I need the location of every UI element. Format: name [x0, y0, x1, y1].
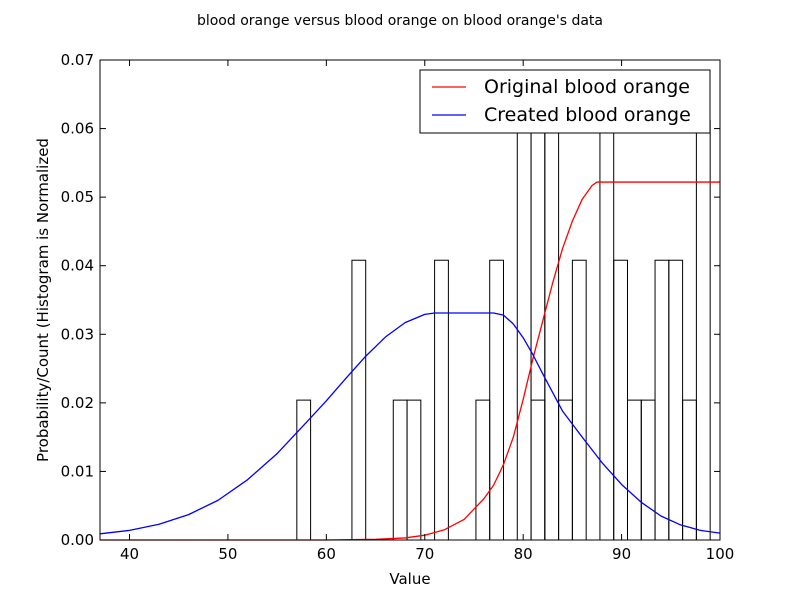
x-tick-label: 80 [514, 545, 533, 563]
y-tick-label: 0.07 [61, 51, 94, 69]
histogram-bar [406, 399, 422, 541]
x-tick-label: 40 [120, 545, 139, 563]
chart-title: blood orange versus blood orange on bloo… [197, 13, 603, 29]
histogram-bar [434, 259, 449, 541]
legend-label-original: Original blood orange [484, 76, 690, 98]
histogram-bar [668, 259, 684, 541]
y-axis-label: Probability/Count (Histogram is Normaliz… [34, 138, 52, 462]
y-tick-label: 0.04 [61, 257, 94, 275]
histogram-bar [613, 259, 628, 541]
histogram-bar [392, 399, 408, 541]
y-tick-label: 0.03 [61, 325, 94, 343]
plot-area-frame [99, 59, 721, 541]
series-line-original [100, 181, 720, 541]
legend-box [419, 69, 711, 134]
histogram-bar [682, 399, 697, 541]
histogram-bar [296, 399, 312, 541]
histogram-bar [530, 399, 546, 541]
histogram-bar [640, 399, 656, 541]
histogram-bar [544, 119, 560, 541]
y-tick-label: 0.05 [61, 188, 94, 206]
histogram-bar [599, 119, 615, 541]
x-tick-label: 90 [612, 545, 631, 563]
histogram-bar [695, 119, 711, 541]
histogram-bar [571, 259, 587, 541]
legend-label-created: Created blood orange [484, 104, 691, 126]
x-tick-label: 100 [706, 545, 735, 563]
y-tick-label: 0.02 [61, 394, 94, 412]
y-tick-label: 0.01 [61, 462, 94, 480]
histogram-bars [296, 119, 711, 541]
x-tick-label: 50 [218, 545, 237, 563]
legend: Original blood orange Created blood oran… [419, 69, 711, 134]
histogram-bar [516, 119, 532, 541]
histogram-bar [530, 119, 546, 541]
histogram-bar [654, 259, 670, 541]
x-axis-ticks: 40 50 60 70 80 90 100 [120, 60, 734, 563]
histogram-bar [626, 399, 642, 541]
x-tick-label: 70 [415, 545, 434, 563]
y-axis-ticks: 0.00 0.01 0.02 0.03 0.04 0.05 0.06 0.07 [61, 51, 720, 549]
y-tick-label: 0.00 [61, 531, 94, 549]
series-lines [99, 181, 721, 541]
y-tick-label: 0.06 [61, 120, 94, 138]
x-axis-label: Value [389, 570, 430, 588]
histogram-bar [475, 399, 491, 541]
histogram-bar [489, 259, 504, 541]
histogram-bar [351, 259, 367, 541]
x-tick-label: 60 [317, 545, 336, 563]
series-line-created [99, 312, 721, 535]
